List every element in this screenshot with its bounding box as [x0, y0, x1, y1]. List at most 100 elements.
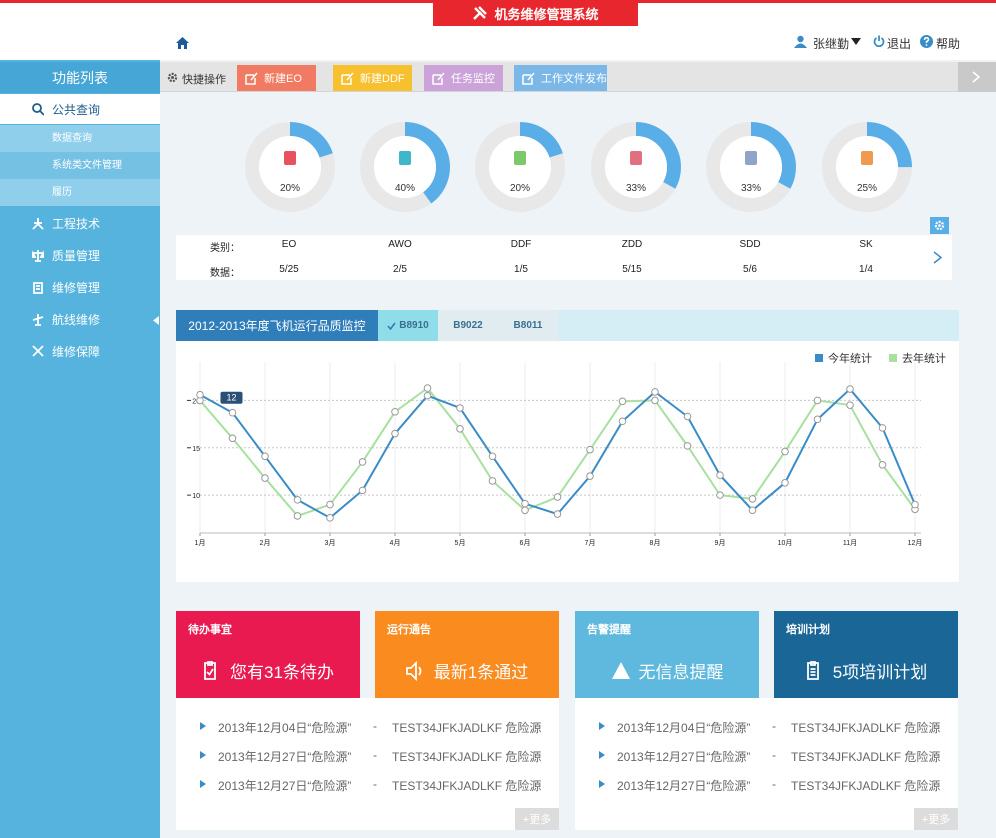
menu-label: 工程技术 — [52, 216, 101, 231]
quick-button[interactable]: 工作文件发布 — [514, 65, 607, 91]
chart-tab[interactable]: B8910 — [378, 310, 438, 341]
news-separator: - — [772, 777, 776, 791]
x-tick-label: 2月 — [260, 539, 271, 547]
news-text[interactable]: 2013年12月27日“危险源” — [218, 779, 352, 793]
gear-icon — [934, 220, 945, 231]
x-tick-label: 5月 — [455, 539, 466, 547]
data-point — [228, 408, 237, 417]
home-icon[interactable] — [176, 37, 189, 49]
chart-tab-title[interactable]: 2012-2013年度飞机运行品质监控 — [176, 310, 378, 341]
gauge-icon — [399, 151, 411, 165]
data-point — [293, 512, 302, 520]
icon-shape — [32, 313, 44, 326]
icon — [32, 249, 44, 262]
news-detail[interactable]: TEST34JFKJADLKF 危险源 — [791, 721, 941, 735]
news-detail[interactable]: TEST34JFKJADLKF 危险源 — [791, 779, 941, 793]
news-text[interactable]: 2013年12月27日“危险源” — [617, 779, 751, 793]
data-point — [456, 404, 464, 412]
quick-button-label: 工作文件发布 — [541, 73, 607, 85]
dropdown-arrow[interactable] — [851, 38, 861, 45]
menu-label: 维修保障 — [52, 344, 101, 359]
card-message: 最新1条通过 — [433, 663, 529, 682]
notice-card[interactable]: 待办事宜 您有31条待办 — [176, 611, 360, 698]
gauge-row: 20% 40% 20% 33% 33% 25% — [245, 122, 912, 212]
notice-card[interactable]: 告警提醒 无信息提醒 — [575, 611, 759, 698]
menu-item[interactable]: 公共查询 — [0, 94, 160, 124]
help[interactable]: 帮助 — [936, 37, 961, 51]
toolbar-label: 快捷操作 — [182, 74, 226, 86]
chart-tab[interactable]: B9022 — [438, 310, 498, 341]
submenu-item[interactable]: 履历 — [0, 179, 160, 206]
data-point — [911, 500, 919, 509]
icon — [32, 217, 44, 230]
chart-tab-label: B9022 — [453, 320, 483, 331]
data-point — [326, 500, 334, 509]
quick-button[interactable]: 任务监控 — [424, 65, 503, 91]
icon — [32, 344, 44, 357]
logout[interactable]: 退出 — [887, 37, 912, 51]
data-point — [813, 396, 822, 405]
news-separator: - — [772, 719, 776, 733]
user-name[interactable]: 张继勤 — [813, 37, 850, 51]
card-message: 5项培训计划 — [832, 663, 928, 682]
submenu-item[interactable]: 数据查询 — [0, 125, 160, 152]
icon-shape — [387, 322, 396, 330]
table-value: 5/15 — [622, 264, 642, 275]
quick-button[interactable]: 新建EO — [237, 65, 316, 91]
gauge-arc — [706, 122, 796, 212]
menu-item[interactable]: 维修管理 — [0, 271, 160, 303]
bullet-shape — [200, 751, 206, 759]
logout-icon[interactable] — [873, 35, 885, 47]
more-button[interactable]: +更多 — [515, 808, 559, 830]
news-detail[interactable]: TEST34JFKJADLKF 危险源 — [392, 750, 542, 764]
news-text[interactable]: 2013年12月04日“危险源” — [617, 721, 751, 735]
menu-item[interactable]: 维修保障 — [0, 335, 160, 367]
submenu-item[interactable]: 系统类文件管理 — [0, 152, 160, 179]
bullet-shape — [200, 780, 206, 788]
help-icon[interactable] — [920, 35, 933, 48]
data-point — [748, 506, 757, 515]
collapse-arrow[interactable] — [153, 316, 159, 325]
gauge-label: 40% — [395, 183, 415, 194]
news-detail[interactable]: TEST34JFKJADLKF 危险源 — [392, 721, 542, 735]
card-title: 培训计划 — [786, 624, 830, 636]
data-point — [586, 472, 594, 480]
chevron-icon — [972, 71, 981, 83]
menu-label: 质量管理 — [52, 248, 101, 263]
notice-card[interactable]: 培训计划 5项培训计划 — [774, 611, 958, 698]
news-separator: - — [373, 719, 377, 733]
toolbar-next[interactable] — [958, 62, 996, 92]
table-category: SK — [859, 239, 873, 250]
bullet — [599, 751, 605, 759]
toolbar: 快捷操作 新建EO 新建DDF 任务监控 工作文件发布 — [160, 62, 996, 92]
notice-card[interactable]: 运行通告最新1条通过 — [375, 611, 559, 698]
system-title-text: 机务维修管理系统 — [494, 6, 599, 22]
bullet-shape — [599, 722, 605, 730]
data-point — [196, 390, 204, 399]
card-title: 运行通告 — [387, 624, 431, 636]
x-tick-label: 6月 — [520, 539, 531, 547]
annotation: 12 — [226, 393, 236, 403]
x-tick-label: 11月 — [843, 539, 857, 547]
news-text[interactable]: 2013年12月27日“危险源” — [218, 750, 352, 764]
quick-button[interactable]: 新建DDF — [333, 65, 412, 91]
menu-item[interactable]: 质量管理 — [0, 239, 160, 271]
icon — [387, 322, 396, 330]
menu-item[interactable]: 航线维修 — [0, 303, 160, 335]
chart-tab[interactable]: B8011 — [498, 310, 558, 341]
icon-shape — [522, 72, 535, 85]
icon-shape — [32, 102, 44, 116]
more-button[interactable]: +更多 — [914, 808, 958, 830]
table-value: 5/6 — [743, 264, 757, 275]
news-text[interactable]: 2013年12月27日“危险源” — [617, 750, 751, 764]
menu-item[interactable]: 工程技术 — [0, 207, 160, 239]
table-next[interactable] — [933, 251, 943, 264]
x-tick-label: 3月 — [325, 539, 336, 547]
news-detail[interactable]: TEST34JFKJADLKF 危险源 — [791, 750, 941, 764]
bullet-shape — [200, 722, 206, 730]
settings-button[interactable] — [930, 217, 949, 234]
news-text[interactable]: 2013年12月04日“危险源” — [218, 721, 352, 735]
table-value: 5/25 — [279, 264, 299, 275]
table-value: 2/5 — [393, 264, 407, 275]
news-detail[interactable]: TEST34JFKJADLKF 危险源 — [392, 779, 542, 793]
